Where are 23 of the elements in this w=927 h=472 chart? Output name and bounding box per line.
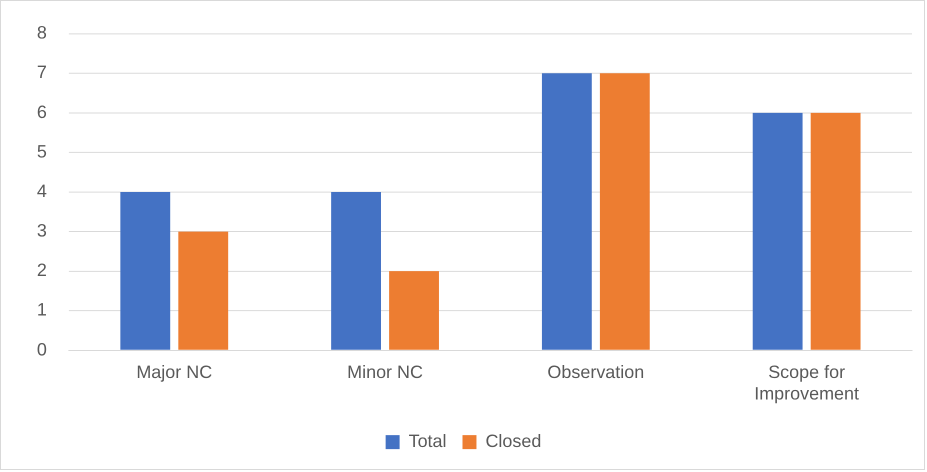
- bar: [810, 112, 861, 350]
- y-tick-label: 7: [36, 62, 47, 82]
- y-tick-label: 0: [36, 339, 47, 360]
- bar: [389, 271, 439, 350]
- x-tick-label: Scope for Improvement: [754, 362, 860, 404]
- y-tick-label: 2: [36, 260, 47, 280]
- legend-label: Total: [408, 431, 447, 452]
- y-tick-label: 8: [36, 22, 47, 43]
- bar: [752, 112, 803, 350]
- x-tick-label: Observation: [547, 362, 644, 382]
- y-tick-label: 3: [36, 220, 47, 241]
- y-tick-label: 6: [36, 102, 47, 122]
- y-tick-label: 4: [36, 180, 47, 201]
- x-tick-label: Minor NC: [347, 362, 424, 382]
- y-tick-label: 5: [36, 141, 47, 162]
- legend-label: Closed: [485, 431, 542, 452]
- bar: [542, 73, 592, 350]
- y-tick-label: 1: [36, 300, 47, 320]
- bar: [600, 73, 650, 350]
- bar: [331, 192, 381, 350]
- bar: [178, 232, 228, 350]
- x-tick-label: Major NC: [136, 362, 212, 382]
- bar: [120, 192, 170, 350]
